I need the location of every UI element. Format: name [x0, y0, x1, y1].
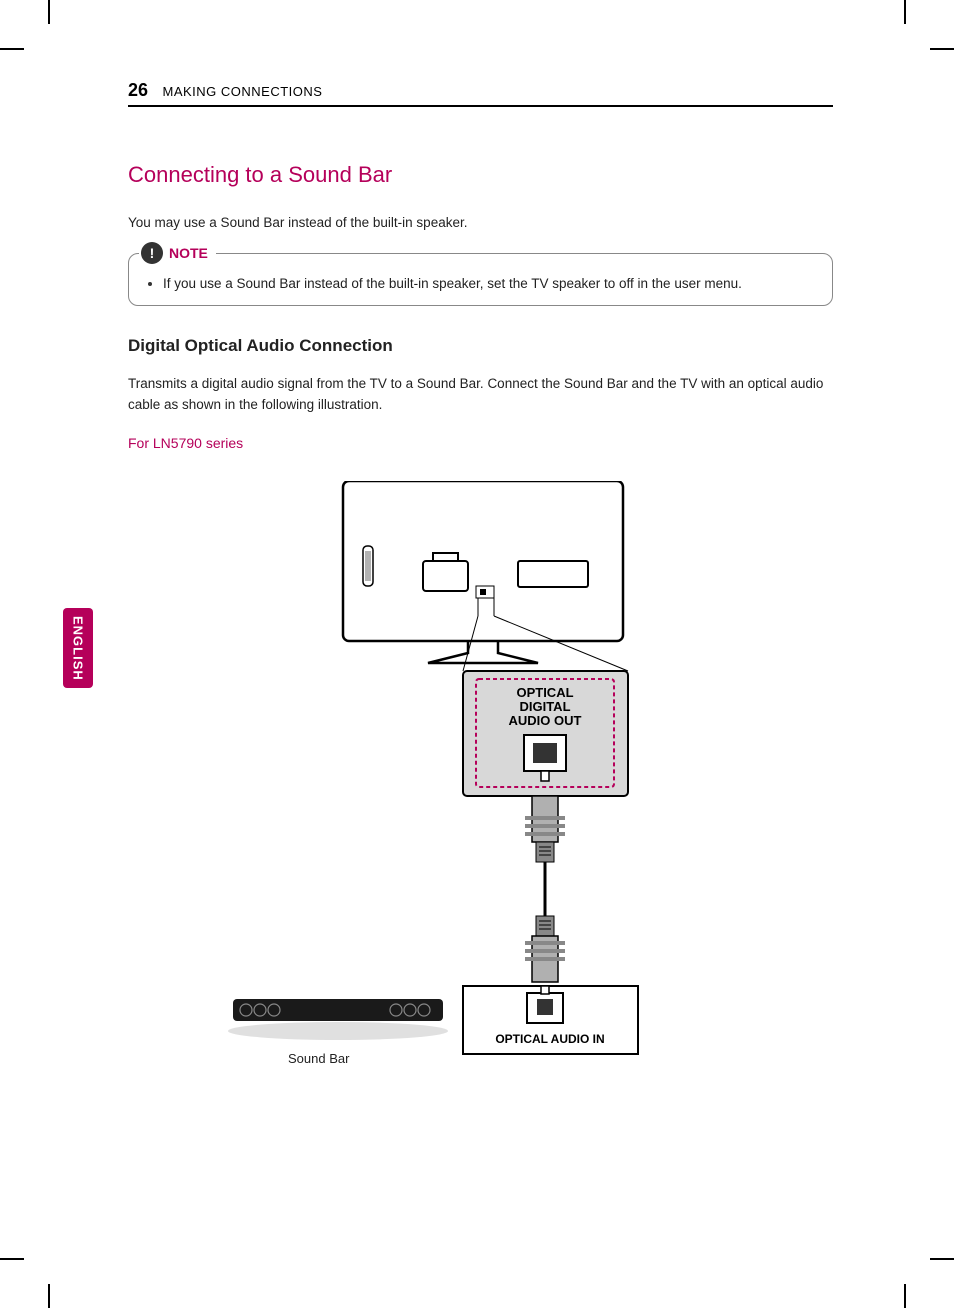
diagram-svg: OPTICAL DIGITAL AUDIO OUT — [128, 481, 833, 1091]
note-header: ! NOTE — [139, 242, 216, 264]
cable-bottom — [525, 916, 565, 982]
note-box: ! NOTE If you use a Sound Bar instead of… — [128, 253, 833, 306]
port-label-3: AUDIO OUT — [509, 713, 582, 728]
language-tab: ENGLISH — [63, 608, 93, 688]
crop-mark — [48, 1284, 50, 1308]
note-label: NOTE — [169, 245, 208, 261]
page-title: Connecting to a Sound Bar — [128, 162, 833, 188]
optical-out-panel: OPTICAL DIGITAL AUDIO OUT — [463, 671, 628, 796]
connection-diagram: OPTICAL DIGITAL AUDIO OUT — [128, 481, 833, 1091]
optical-in-label: OPTICAL AUDIO IN — [495, 1032, 604, 1046]
section-name: MAKING CONNECTIONS — [162, 84, 322, 99]
tv-outline — [343, 481, 623, 663]
page-header: 26 MAKING CONNECTIONS — [128, 80, 833, 107]
page-number: 26 — [128, 80, 148, 100]
info-icon: ! — [141, 242, 163, 264]
port-label-2: DIGITAL — [519, 699, 570, 714]
language-tab-text: ENGLISH — [71, 616, 86, 681]
subtitle: Digital Optical Audio Connection — [128, 336, 833, 356]
crop-mark — [48, 0, 50, 24]
cable-top — [525, 796, 565, 862]
series-label: For LN5790 series — [128, 435, 833, 451]
crop-mark — [0, 1258, 24, 1260]
crop-mark — [930, 1258, 954, 1260]
crop-mark — [904, 0, 906, 24]
crop-mark — [930, 48, 954, 50]
note-list: If you use a Sound Bar instead of the bu… — [149, 276, 812, 291]
crop-mark — [0, 48, 24, 50]
soundbar-caption: Sound Bar — [288, 1051, 349, 1066]
soundbar — [228, 999, 448, 1040]
body-text: Transmits a digital audio signal from th… — [128, 374, 833, 415]
port-label-1: OPTICAL — [516, 685, 573, 700]
note-item: If you use a Sound Bar instead of the bu… — [163, 276, 812, 291]
intro-text: You may use a Sound Bar instead of the b… — [128, 213, 833, 233]
crop-mark — [904, 1284, 906, 1308]
optical-in-box: OPTICAL AUDIO IN — [463, 986, 638, 1054]
page-content: 26 MAKING CONNECTIONS Connecting to a So… — [128, 80, 833, 1091]
